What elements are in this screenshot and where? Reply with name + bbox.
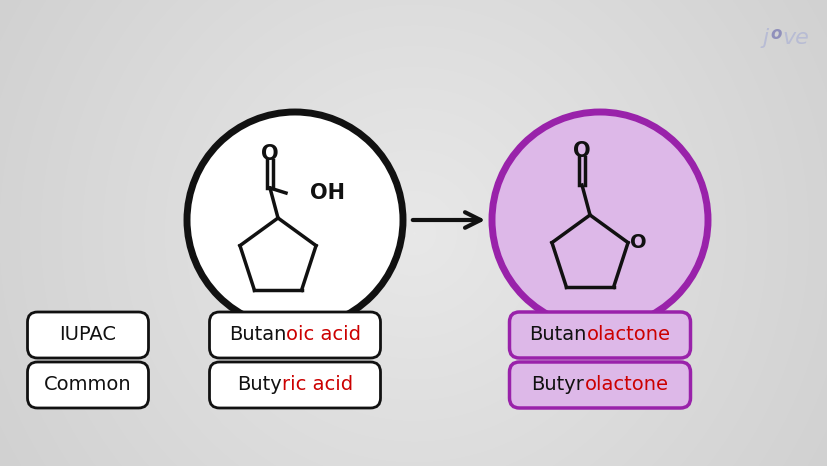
Text: ve: ve: [782, 28, 809, 48]
FancyBboxPatch shape: [509, 362, 690, 408]
Text: olactone: olactone: [586, 325, 670, 344]
Text: Buty: Buty: [237, 376, 281, 395]
FancyBboxPatch shape: [209, 362, 380, 408]
FancyBboxPatch shape: [209, 312, 380, 358]
Text: OH: OH: [309, 183, 345, 203]
Text: Butyr: Butyr: [531, 376, 584, 395]
FancyBboxPatch shape: [27, 312, 148, 358]
Text: O: O: [572, 141, 590, 161]
Text: IUPAC: IUPAC: [60, 325, 117, 344]
FancyBboxPatch shape: [509, 312, 690, 358]
Text: Common: Common: [44, 376, 131, 395]
Text: Butan: Butan: [228, 325, 286, 344]
Text: ric acid: ric acid: [281, 376, 352, 395]
Text: olactone: olactone: [584, 376, 667, 395]
Text: O: O: [629, 233, 646, 252]
Text: O: O: [261, 144, 279, 164]
FancyBboxPatch shape: [27, 362, 148, 408]
Circle shape: [187, 112, 403, 328]
Text: oic acid: oic acid: [286, 325, 361, 344]
Text: Butan: Butan: [528, 325, 586, 344]
Text: j: j: [762, 28, 768, 48]
Text: o: o: [769, 25, 781, 43]
Circle shape: [491, 112, 707, 328]
